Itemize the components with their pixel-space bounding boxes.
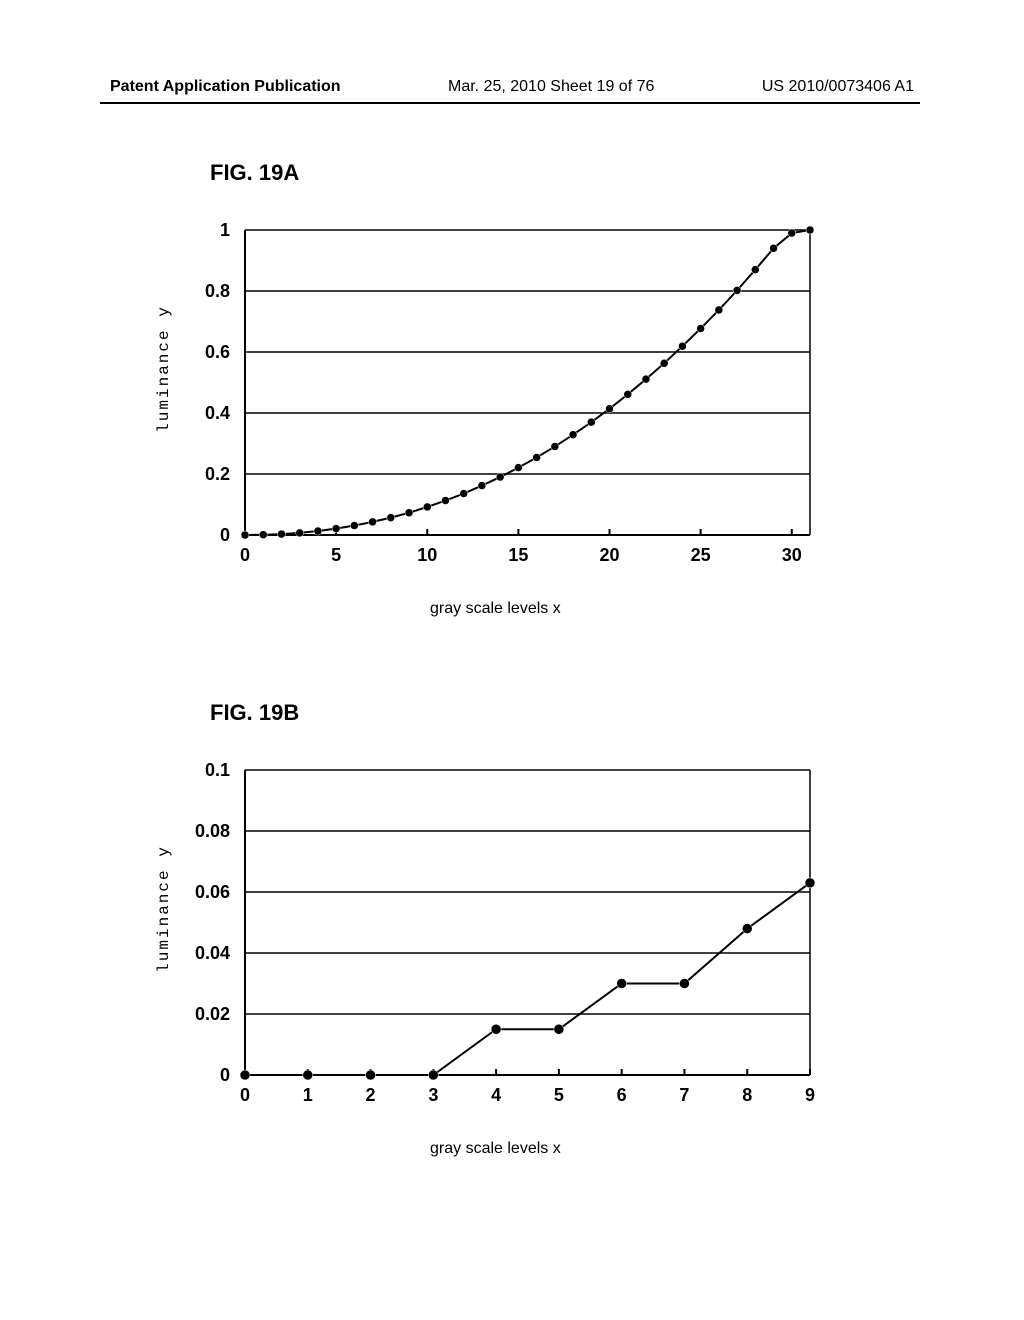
svg-text:0.04: 0.04 [195,943,230,963]
svg-text:30: 30 [782,545,802,565]
page-header: Patent Application Publication Mar. 25, … [0,78,1024,96]
svg-text:9: 9 [805,1085,815,1105]
svg-text:0.06: 0.06 [195,882,230,902]
chart-a-container: luminance y 0 5 10 15 20 25 30 0 0.2 0.4 0.6 0.8 1 g… [130,210,830,640]
svg-text:25: 25 [691,545,711,565]
svg-text:3: 3 [428,1085,438,1105]
header-rule [100,102,920,104]
svg-text:20: 20 [600,545,620,565]
svg-text:0.4: 0.4 [205,403,230,423]
figure-b-label: FIG. 19B [210,700,299,726]
svg-text:0: 0 [220,1065,230,1085]
svg-text:0.2: 0.2 [205,464,230,484]
header-left: Patent Application Publication [110,78,341,96]
svg-text:0: 0 [220,525,230,545]
svg-text:1: 1 [303,1085,313,1105]
chart-a-svg: 0 5 10 15 20 25 30 0 0.2 0.4 0.6 0.8 1 [130,210,830,590]
svg-text:0.6: 0.6 [205,342,230,362]
svg-text:0.02: 0.02 [195,1004,230,1024]
svg-text:2: 2 [366,1085,376,1105]
chart-a-xlabel: gray scale levels x [430,600,561,618]
page-root: Patent Application Publication Mar. 25, … [0,0,1024,1320]
svg-text:10: 10 [417,545,437,565]
svg-text:1: 1 [220,220,230,240]
chart-b-xlabel: gray scale levels x [430,1140,561,1158]
svg-text:0.8: 0.8 [205,281,230,301]
header-mid: Mar. 25, 2010 Sheet 19 of 76 [448,78,654,96]
chart-b-container: luminance y 012345678900.020.040.060.080… [130,750,830,1180]
svg-text:8: 8 [742,1085,752,1105]
svg-text:7: 7 [679,1085,689,1105]
chart-a-ylabel: luminance y [155,305,173,433]
svg-text:0.08: 0.08 [195,821,230,841]
svg-text:15: 15 [508,545,528,565]
svg-text:0.1: 0.1 [205,760,230,780]
header-right: US 2010/0073406 A1 [762,78,914,96]
svg-text:5: 5 [331,545,341,565]
chart-b-svg: 0 1 2 3 4 5 6 7 8 9 0 0.02 0.04 0.06 0.08 0.1 [130,750,830,1130]
svg-text:4: 4 [491,1085,501,1105]
chart-b-ylabel: luminance y [155,845,173,973]
svg-text:6: 6 [617,1085,627,1105]
figure-a-label: FIG. 19A [210,160,299,186]
svg-text:0: 0 [240,1085,250,1105]
svg-text:0: 0 [240,545,250,565]
svg-text:5: 5 [554,1085,564,1105]
